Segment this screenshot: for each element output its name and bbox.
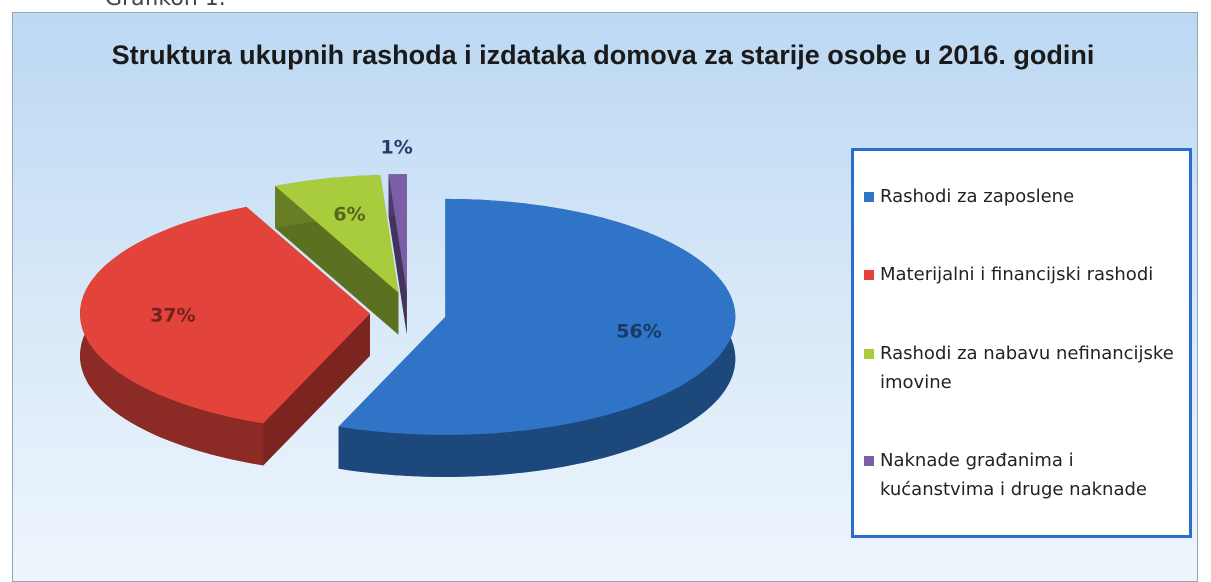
legend-label: Rashodi za zaposlene <box>880 185 1075 207</box>
value-label: 56% <box>616 320 661 342</box>
slice-side <box>263 313 370 466</box>
legend-swatch <box>864 348 874 359</box>
chart: Struktura ukupnih rashoda i izdataka dom… <box>12 12 1198 582</box>
chart-title: Struktura ukupnih rashoda i izdataka dom… <box>111 40 1095 70</box>
caption: Grafikon 1. <box>105 0 226 11</box>
slice <box>80 206 370 424</box>
legend-label: Naknade građanima i kućanstvima i druge … <box>880 450 1147 501</box>
plot: 56% 37% 6% 1% <box>80 137 736 477</box>
legend-item: Rashodi za nabavu nefinancijske imovine <box>864 339 1183 397</box>
legend-swatch <box>864 191 874 202</box>
slice <box>388 174 407 293</box>
legend-item: Naknade građanima i kućanstvima i druge … <box>864 446 1183 504</box>
legend-label: Rashodi za nabavu nefinancijske imovine <box>880 342 1174 393</box>
value-label: 6% <box>333 204 365 226</box>
slice <box>275 175 399 293</box>
legend: Rashodi za zaposlene Materijalni i financ… <box>851 148 1192 538</box>
legend-swatch <box>864 456 874 467</box>
slice-side <box>275 186 399 335</box>
legend-item: Materijalni i financijski rashodi <box>864 260 1183 289</box>
legend-item: Rashodi za zaposlene <box>864 182 1183 211</box>
value-label: 1% <box>380 137 412 159</box>
legend-swatch <box>864 270 874 281</box>
value-label: 37% <box>150 305 195 327</box>
legend-label: Materijalni i financijski rashodi <box>880 264 1154 286</box>
slice <box>338 198 736 435</box>
